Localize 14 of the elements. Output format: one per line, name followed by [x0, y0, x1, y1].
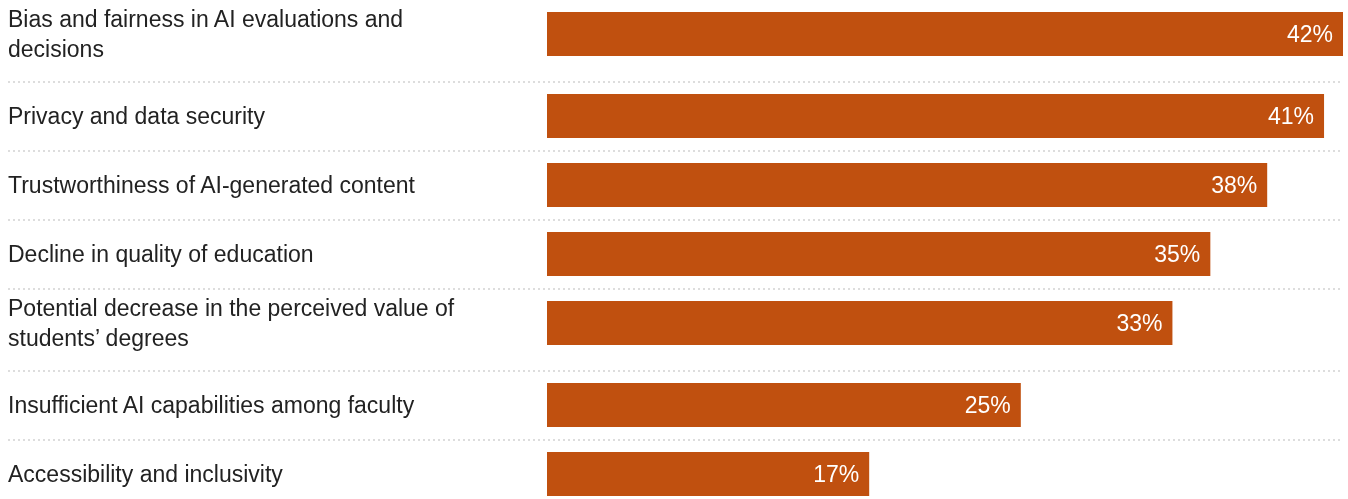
data-label: 38% [1211, 172, 1258, 198]
data-label: 41% [1268, 103, 1315, 129]
data-label: 17% [813, 461, 860, 487]
data-label: 33% [1116, 310, 1163, 336]
y-tick-label: Trustworthiness of AI-generated content [8, 172, 416, 198]
y-tick-label: Insufficient AI capabilities among faculty [8, 392, 415, 418]
y-tick-label: Privacy and data security [8, 103, 266, 129]
y-tick-label: Accessibility and inclusivity [8, 461, 284, 487]
data-label: 42% [1286, 21, 1333, 47]
data-label: 35% [1154, 241, 1201, 267]
y-tick-label: Bias and fairness in AI evaluations and decisions [8, 6, 404, 62]
y-tick-label: Potential decrease in the perceived value of students’ degrees [8, 295, 455, 351]
y-tick-label: Decline in quality of education [8, 241, 314, 267]
data-label: 25% [964, 392, 1011, 418]
